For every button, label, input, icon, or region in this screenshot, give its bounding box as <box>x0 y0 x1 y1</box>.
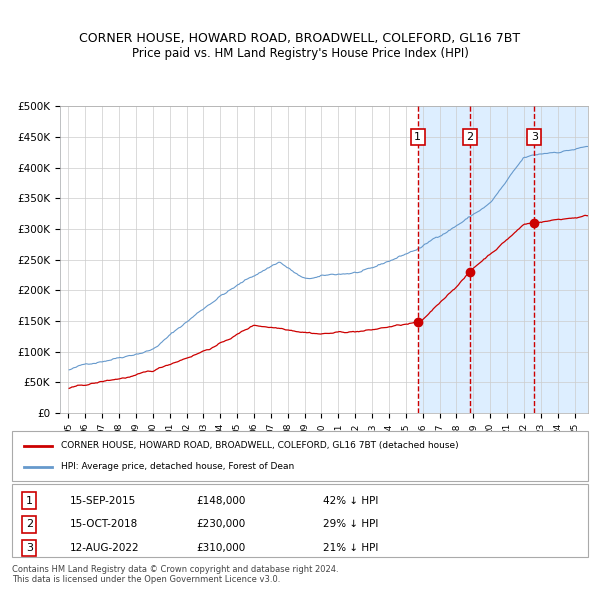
Text: CORNER HOUSE, HOWARD ROAD, BROADWELL, COLEFORD, GL16 7BT (detached house): CORNER HOUSE, HOWARD ROAD, BROADWELL, CO… <box>61 441 458 450</box>
Text: 2: 2 <box>466 132 473 142</box>
Bar <box>534 106 599 413</box>
Bar <box>418 106 470 413</box>
Bar <box>61 106 418 413</box>
Text: 3: 3 <box>26 543 33 553</box>
FancyBboxPatch shape <box>12 484 588 558</box>
Bar <box>470 106 534 413</box>
FancyBboxPatch shape <box>12 431 588 481</box>
Text: £148,000: £148,000 <box>196 496 245 506</box>
Text: Contains HM Land Registry data © Crown copyright and database right 2024.
This d: Contains HM Land Registry data © Crown c… <box>12 565 338 584</box>
Text: 3: 3 <box>531 132 538 142</box>
Text: £310,000: £310,000 <box>196 543 245 553</box>
Text: 1: 1 <box>414 132 421 142</box>
Text: 15-SEP-2015: 15-SEP-2015 <box>70 496 136 506</box>
Text: 1: 1 <box>26 496 33 506</box>
Text: 29% ↓ HPI: 29% ↓ HPI <box>323 519 379 529</box>
Text: 2: 2 <box>26 519 33 529</box>
Text: £230,000: £230,000 <box>196 519 245 529</box>
Text: 42% ↓ HPI: 42% ↓ HPI <box>323 496 379 506</box>
Text: 15-OCT-2018: 15-OCT-2018 <box>70 519 138 529</box>
Text: Price paid vs. HM Land Registry's House Price Index (HPI): Price paid vs. HM Land Registry's House … <box>131 47 469 60</box>
Text: 12-AUG-2022: 12-AUG-2022 <box>70 543 139 553</box>
Text: CORNER HOUSE, HOWARD ROAD, BROADWELL, COLEFORD, GL16 7BT: CORNER HOUSE, HOWARD ROAD, BROADWELL, CO… <box>79 32 521 45</box>
Text: 21% ↓ HPI: 21% ↓ HPI <box>323 543 379 553</box>
Text: HPI: Average price, detached house, Forest of Dean: HPI: Average price, detached house, Fore… <box>61 463 294 471</box>
